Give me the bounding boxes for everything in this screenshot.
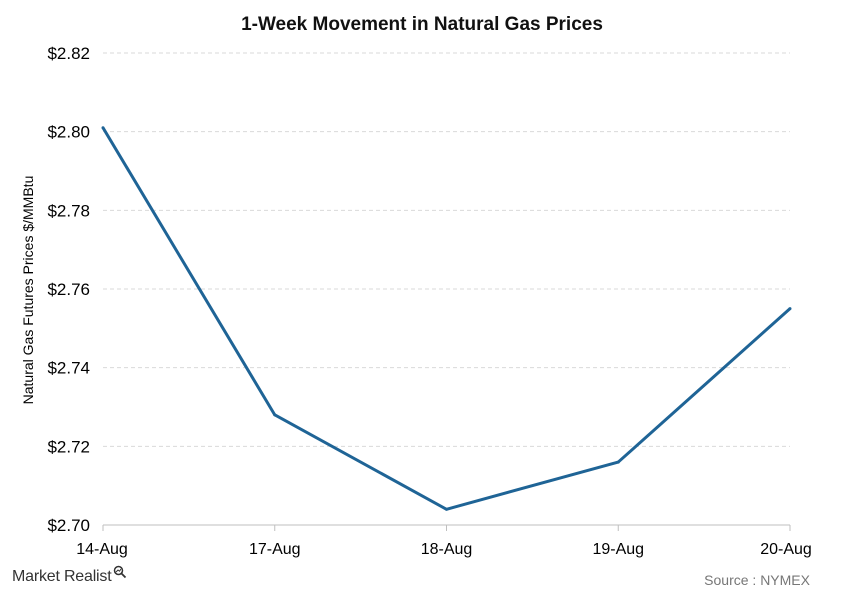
data-point (101, 126, 105, 130)
data-point (616, 460, 620, 464)
brand-logo: Market Realist (12, 565, 127, 586)
x-tick-label: 14-Aug (76, 541, 128, 558)
y-tick-label: $2.72 (47, 437, 90, 456)
y-tick-label: $2.78 (47, 201, 90, 220)
chart-title: 1-Week Movement in Natural Gas Prices (241, 14, 603, 35)
magnifier-icon (113, 565, 127, 584)
data-point (788, 307, 792, 311)
brand-name: Market Realist (12, 568, 112, 585)
gridlines (103, 52, 790, 447)
series-layer (101, 126, 792, 511)
source-note: Source : NYMEX (704, 572, 810, 588)
y-tick-label: $2.76 (47, 280, 90, 299)
y-tick-label: $2.82 (47, 44, 90, 63)
x-tick-label: 20-Aug (760, 541, 812, 558)
y-tick-label: $2.74 (47, 359, 90, 378)
series-line (101, 126, 791, 511)
x-tick-label: 19-Aug (592, 541, 644, 558)
data-point (273, 413, 277, 417)
y-tick-label: $2.80 (47, 123, 90, 142)
x-tick-labels: 14-Aug 17-Aug 18-Aug 19-Aug 20-Aug (76, 541, 812, 558)
y-tick-labels: $2.70 $2.72 $2.74 $2.76 $2.78 $2.80 $2.82 (47, 44, 90, 535)
axes (102, 524, 791, 531)
x-tick-label: 18-Aug (421, 541, 473, 558)
x-tick-label: 17-Aug (249, 541, 301, 558)
y-tick-label: $2.70 (47, 516, 90, 535)
data-point (445, 507, 448, 511)
